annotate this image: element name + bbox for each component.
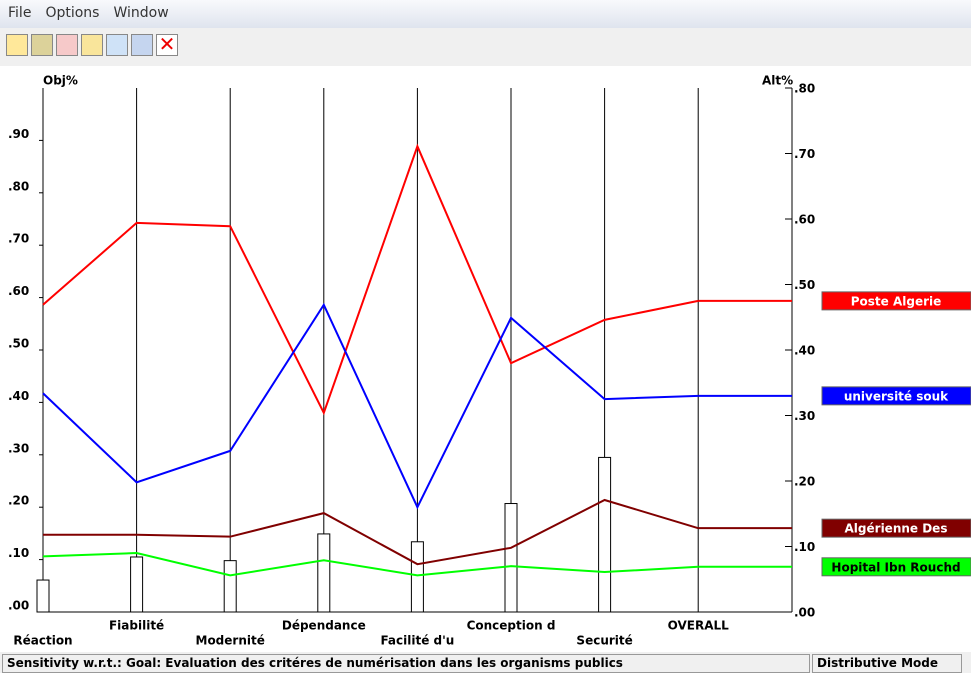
tool-lines[interactable]	[56, 34, 78, 56]
y2-tick-label: .30	[794, 409, 815, 423]
weight-bar	[504, 503, 518, 613]
y-tick-label: .40	[8, 389, 29, 403]
tool-home[interactable]	[6, 34, 28, 56]
y-tick-label: .80	[8, 179, 29, 193]
x-tick-label: Securité	[576, 634, 632, 648]
x-tick-label: OVERALL	[668, 619, 730, 633]
y2-tick-label: .20	[794, 475, 815, 489]
series-line	[43, 498, 699, 566]
y-tick-label: .90	[8, 127, 29, 141]
chart: Obj% Alt% .00 .10 .20 .30 .40 .50 .60 .70 .80 .90…	[0, 66, 971, 652]
y-tick-label: .10	[8, 546, 29, 560]
weight-bar	[130, 556, 144, 613]
status-bar: Sensitivity w.r.t.: Goal: Evaluation des…	[0, 654, 971, 673]
x-tick-label: Facilité d'u	[380, 634, 454, 648]
y2-tick-label: .40	[794, 344, 815, 358]
weight-bar	[223, 560, 237, 613]
y-tick-label: .20	[8, 494, 29, 508]
weight-bar	[410, 541, 424, 613]
legend-swatch	[821, 518, 971, 538]
y-tick-label: .60	[8, 284, 29, 298]
y2-tick-label: .80	[794, 82, 815, 96]
series-line	[42, 302, 699, 510]
legend-swatch	[821, 386, 971, 406]
x-tick-label: Fiabilité	[109, 619, 164, 633]
y-tick-label: .50	[8, 337, 29, 351]
legend-label: université souk	[844, 389, 949, 403]
tool-windows[interactable]	[131, 34, 153, 56]
status-mode: Distributive Mode	[812, 654, 962, 673]
x-tick-label: Modernité	[196, 634, 265, 648]
legend-label: Hopital Ibn Rouchd	[831, 560, 960, 574]
x-tick-label: Réaction	[13, 634, 72, 648]
menu-item[interactable]: File	[8, 5, 32, 21]
legend-swatch	[821, 557, 971, 577]
menu-item[interactable]: Options	[45, 5, 100, 21]
y2-tick-label: .60	[794, 213, 815, 227]
y-axis-label: Obj%	[43, 74, 78, 88]
tool-graph[interactable]	[106, 34, 128, 56]
y-tick-label: .00	[8, 599, 29, 613]
menu-bar: File Options Window	[0, 0, 971, 28]
y2-tick-label: .10	[794, 540, 815, 554]
x-tick-label: Dépendance	[282, 619, 366, 633]
y2-tick-label: .70	[794, 147, 815, 161]
tool-close[interactable]: ✕	[156, 34, 178, 56]
status-goal: Sensitivity w.r.t.: Goal: Evaluation des…	[2, 654, 810, 673]
y-tick-label: .70	[8, 232, 29, 246]
weight-bar	[598, 456, 612, 613]
series-line	[42, 143, 699, 416]
y2-axis-label: Alt%	[762, 74, 793, 88]
y2-tick-label: .00	[794, 606, 815, 620]
y-tick-label: .30	[8, 441, 29, 455]
weight-bar	[317, 533, 331, 613]
x-tick-label: Conception d	[467, 619, 556, 633]
y2-tick-label: .50	[794, 278, 815, 292]
tool-print[interactable]	[31, 34, 53, 56]
legend-swatch	[821, 291, 971, 311]
tool-tree[interactable]	[81, 34, 103, 56]
legend-label: Algérienne Des	[845, 522, 948, 536]
legend-label: Poste Algerie	[851, 294, 942, 308]
series-line	[42, 552, 699, 577]
menu-item[interactable]: Window	[113, 5, 169, 21]
toolbar: ✕	[6, 34, 178, 56]
weight-bar	[36, 579, 50, 613]
chart-background	[0, 66, 971, 652]
